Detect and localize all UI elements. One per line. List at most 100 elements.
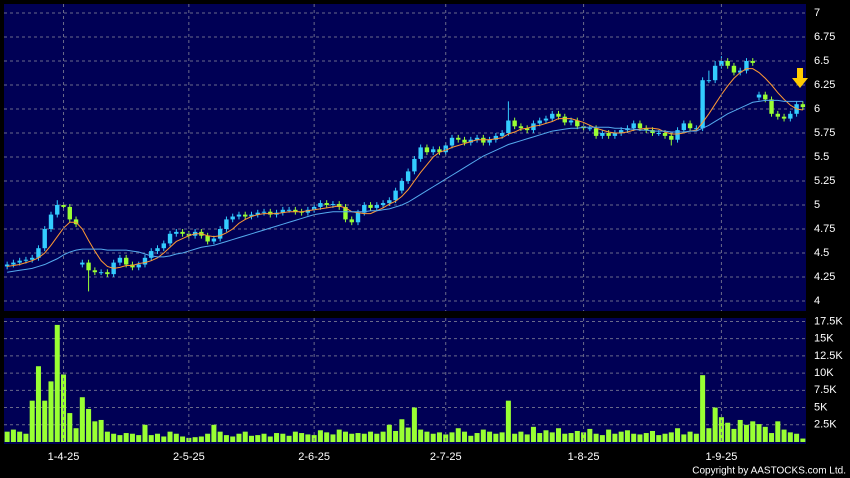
volume-bar: [581, 432, 587, 442]
candle-body: [286, 209, 292, 211]
volume-bar: [35, 366, 41, 442]
volume-bar: [455, 428, 461, 442]
candle-body: [562, 116, 567, 123]
candle-body: [230, 216, 235, 220]
candle-body: [180, 231, 185, 234]
volume-bar: [104, 431, 110, 442]
candle-body: [537, 120, 542, 124]
volume-bar: [468, 435, 474, 442]
volume-bar: [493, 433, 499, 442]
volume-bar: [750, 421, 756, 442]
candle-body: [86, 262, 91, 271]
candle-body: [575, 120, 580, 127]
candle-body: [261, 211, 267, 213]
volume-bar: [787, 432, 793, 442]
candle-body: [362, 205, 367, 213]
volume-bar: [192, 437, 198, 442]
volume-bar: [405, 427, 411, 442]
volume-bar: [393, 430, 399, 442]
volume-bar: [487, 431, 493, 442]
candle-body: [23, 259, 29, 261]
candle-body: [249, 214, 254, 217]
y-tick-label: 5.5: [814, 151, 829, 163]
volume-bar: [129, 433, 135, 442]
volume-bar: [23, 433, 29, 442]
volume-bar: [794, 433, 800, 442]
volume-bar: [737, 419, 743, 442]
y-tick-label: 7: [814, 7, 820, 19]
candle-body: [687, 123, 693, 129]
volume-bar: [117, 435, 123, 442]
candle-body: [524, 128, 530, 131]
volume-bar: [612, 433, 618, 442]
candle-body: [744, 61, 749, 71]
volume-bar: [712, 407, 718, 442]
candle-body: [117, 257, 123, 263]
candle-body: [80, 262, 85, 265]
volume-bar: [223, 435, 229, 442]
arrow-marker: [792, 68, 808, 88]
candle-body: [17, 260, 22, 263]
volume-bar: [769, 433, 775, 442]
candle-body: [123, 257, 129, 265]
candle-body: [437, 149, 442, 153]
volume-bar: [123, 433, 129, 442]
volume-bar: [286, 435, 292, 442]
volume-bar: [98, 419, 104, 442]
volume-bar: [693, 433, 699, 442]
candle-body: [431, 149, 436, 153]
volume-bar: [148, 435, 154, 442]
volume-bar: [474, 433, 480, 442]
candle-body: [769, 99, 774, 114]
candle-body: [800, 104, 806, 108]
volume-bar: [236, 433, 242, 442]
candle-body: [30, 257, 35, 260]
x-tick-label: 1-9-25: [706, 451, 738, 463]
candle-body: [255, 212, 260, 215]
volume-bar: [342, 431, 348, 442]
volume-bar: [418, 429, 424, 442]
candle-body: [506, 120, 511, 133]
candle-body: [105, 272, 110, 275]
copyright: Copyright by AASTOCKS.com Ltd.: [692, 466, 846, 477]
candle-body: [67, 206, 72, 220]
volume-bar: [643, 433, 649, 442]
candle-body: [700, 80, 705, 129]
candle-body: [706, 80, 712, 82]
volume-bar: [599, 435, 605, 442]
volume-bar: [29, 400, 35, 442]
candle-body: [550, 113, 555, 119]
volume-bar: [775, 421, 781, 442]
candle-body: [155, 248, 160, 252]
volume-bar: [255, 435, 261, 442]
candle-body: [669, 135, 674, 140]
candle-body: [662, 133, 668, 136]
volume-bar: [349, 433, 355, 442]
volume-bar: [662, 433, 668, 442]
candle-body: [98, 272, 104, 274]
candle-body: [656, 133, 661, 134]
candle-body: [205, 235, 210, 242]
volume-bar: [537, 433, 543, 442]
y-tick-label: 5K: [814, 401, 828, 413]
candle-body: [618, 130, 624, 133]
candle-body: [712, 65, 718, 81]
volume-bar: [562, 433, 568, 442]
volume-bar: [593, 433, 599, 442]
candle-body: [318, 203, 323, 207]
volume-bar: [67, 413, 73, 442]
candle-body: [738, 70, 743, 73]
volume-bar: [42, 400, 48, 442]
candle-body: [92, 270, 98, 273]
candle-body: [48, 214, 54, 229]
y-tick-label: 4.25: [814, 271, 835, 283]
candle-body: [637, 123, 643, 129]
y-tick-label: 15K: [814, 333, 834, 345]
y-tick-label: 4.75: [814, 223, 835, 235]
volume-bar: [781, 429, 787, 442]
volume-bar: [111, 433, 117, 442]
candle-body: [349, 219, 354, 223]
volume-bar: [718, 417, 724, 442]
candle-body: [750, 61, 755, 63]
